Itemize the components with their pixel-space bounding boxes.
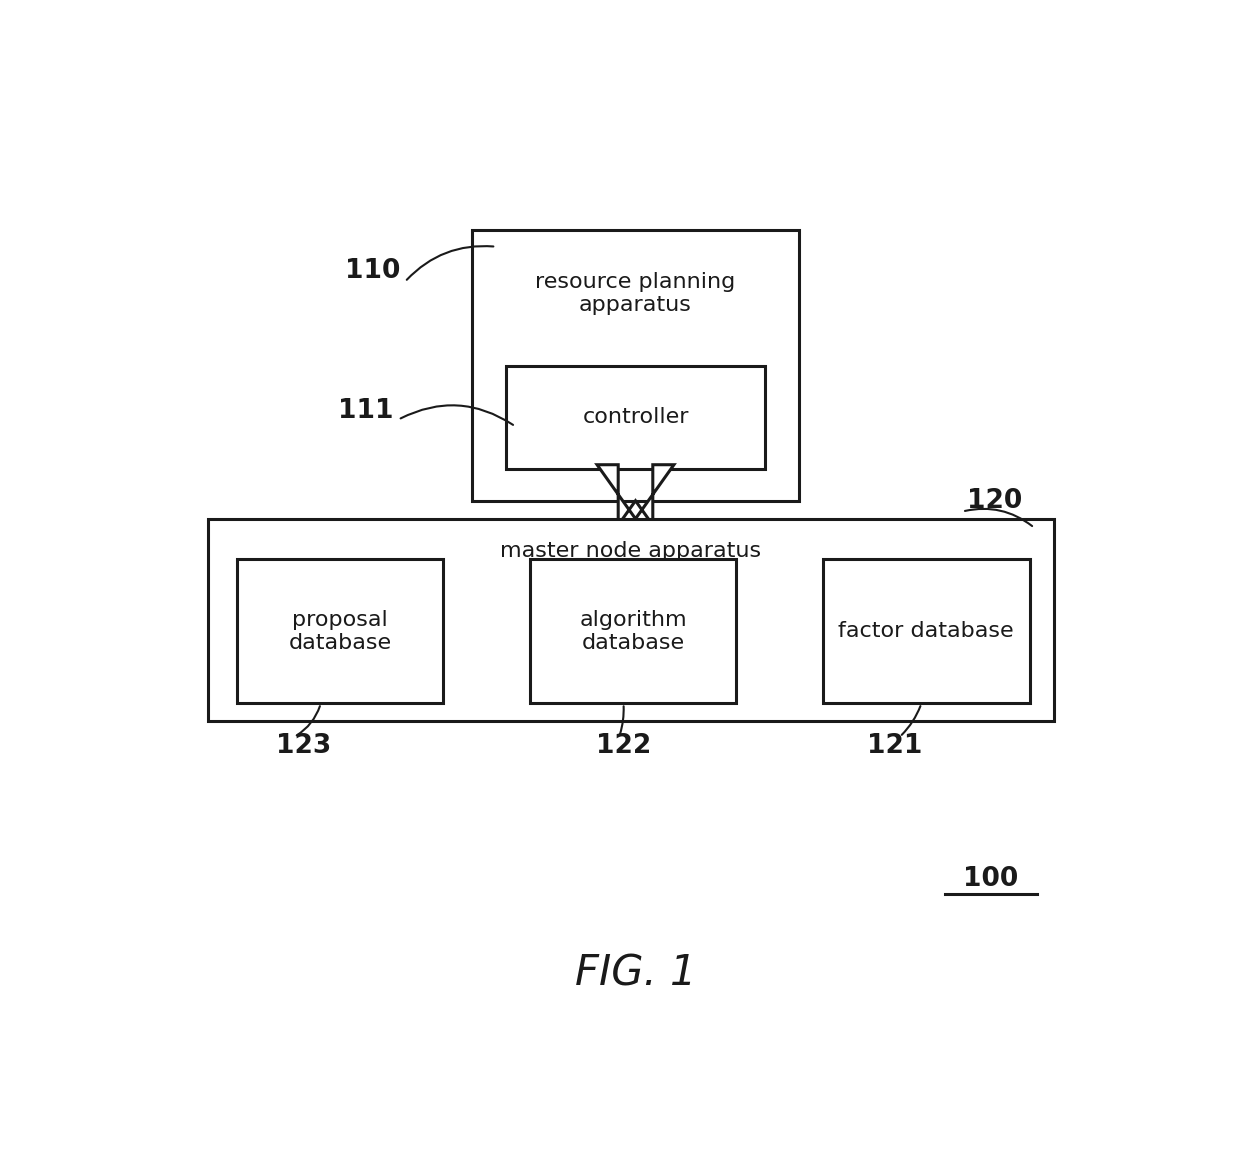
- Text: proposal
database: proposal database: [289, 610, 392, 653]
- Bar: [208, 518, 1054, 722]
- Text: 121: 121: [867, 732, 923, 759]
- Bar: [529, 559, 737, 703]
- Text: FIG. 1: FIG. 1: [575, 952, 696, 994]
- Text: master node apparatus: master node apparatus: [500, 542, 761, 562]
- Polygon shape: [596, 464, 675, 555]
- Text: 110: 110: [345, 259, 401, 284]
- Text: resource planning
apparatus: resource planning apparatus: [536, 271, 735, 315]
- Bar: [506, 366, 765, 469]
- Text: 100: 100: [963, 866, 1019, 892]
- Text: 122: 122: [596, 732, 651, 759]
- Bar: [823, 559, 1029, 703]
- Text: 123: 123: [277, 732, 331, 759]
- Text: 120: 120: [967, 488, 1022, 514]
- Bar: [472, 230, 799, 501]
- Bar: [237, 559, 444, 703]
- Text: factor database: factor database: [838, 621, 1014, 641]
- Text: algorithm
database: algorithm database: [579, 610, 687, 653]
- Text: 111: 111: [337, 398, 393, 424]
- Text: controller: controller: [583, 407, 688, 427]
